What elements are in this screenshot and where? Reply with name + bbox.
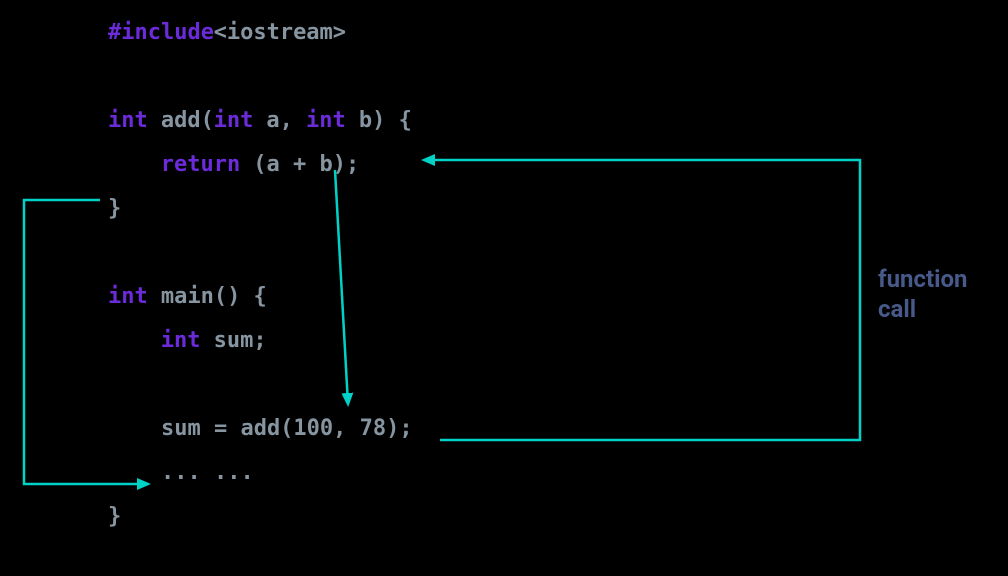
code-token: int	[108, 108, 148, 133]
code-token: return	[161, 152, 240, 177]
code-token: int	[108, 284, 148, 309]
code-token	[108, 328, 161, 353]
code-token: (a + b);	[240, 152, 359, 177]
code-token: int	[161, 328, 201, 353]
function-call-arrow	[424, 160, 860, 440]
code-token: sum;	[200, 328, 266, 353]
code-token: int	[306, 108, 346, 133]
code-token	[108, 152, 161, 177]
code-token: ... ...	[108, 460, 254, 485]
code-token: }	[108, 504, 121, 529]
return-flow-arrow	[335, 170, 348, 404]
code-token: main() {	[148, 284, 267, 309]
code-token: sum = add(100, 78);	[108, 416, 413, 441]
code-token: b) {	[346, 108, 412, 133]
code-token: #include	[108, 20, 214, 45]
code-token: <iostream>	[214, 20, 346, 45]
diagram-stage: #include<iostream>int add(int a, int b) …	[0, 0, 1008, 576]
code-token: int	[214, 108, 254, 133]
code-token: }	[108, 196, 121, 221]
code-token: add(	[148, 108, 214, 133]
function-call-label: function call	[878, 264, 967, 324]
code-token: a,	[253, 108, 306, 133]
